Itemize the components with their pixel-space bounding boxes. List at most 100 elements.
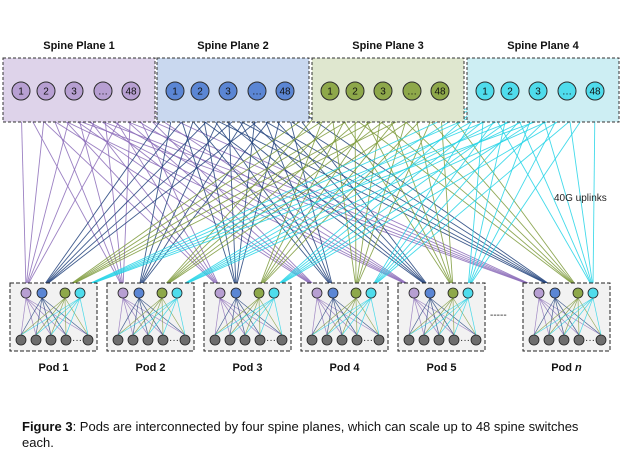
leaf-switch xyxy=(549,287,561,299)
server-node xyxy=(373,334,385,346)
spine-switch: 48 xyxy=(430,81,450,101)
figure-caption: Figure 3: Pods are interconnected by fou… xyxy=(22,419,582,451)
pod-link xyxy=(429,297,440,336)
server-node xyxy=(470,334,482,346)
uplink-line xyxy=(467,99,596,289)
pod-link xyxy=(122,297,164,336)
pod-link xyxy=(316,297,358,336)
spine-switch: … xyxy=(93,81,113,101)
pod-link xyxy=(35,297,43,336)
spine-switch: 1 xyxy=(475,81,495,101)
uplink-line xyxy=(199,99,556,289)
pod-link xyxy=(147,297,178,336)
server-ellipsis: ····· xyxy=(266,335,283,346)
pod-link xyxy=(332,297,380,336)
pod-link xyxy=(64,297,89,336)
uplink-line xyxy=(258,99,441,289)
pod-link xyxy=(311,297,357,336)
spine-switch-label: … xyxy=(98,87,108,98)
spine-switch-label: … xyxy=(252,87,262,98)
uplink-line xyxy=(176,99,511,289)
uplink-line xyxy=(176,99,486,289)
pod-link xyxy=(467,297,477,336)
pod-link xyxy=(563,297,594,336)
spine-switch-label: 1 xyxy=(482,87,488,98)
spine-switch-label: 2 xyxy=(43,87,49,98)
pod-link xyxy=(117,297,178,336)
spine-plane-3: Spine Plane 3 1 2 3 … 48 xyxy=(311,40,465,123)
pod-link xyxy=(117,297,124,336)
leaf-switch xyxy=(572,287,584,299)
pod-link xyxy=(423,297,431,336)
spine-switch-label: 2 xyxy=(197,87,203,98)
leaf-switch xyxy=(327,287,339,299)
uplink-line xyxy=(161,99,356,289)
server-node xyxy=(336,334,348,346)
uplink-line xyxy=(64,99,384,289)
server-ellipsis: ····· xyxy=(460,335,477,346)
spine-switch: … xyxy=(402,81,422,101)
uplink-line xyxy=(138,99,229,289)
uplink-line xyxy=(20,99,27,289)
pod-link xyxy=(214,297,237,336)
uplink-line xyxy=(41,99,229,289)
pod-link xyxy=(138,297,164,336)
uplink-line xyxy=(176,99,568,289)
spine-switch: 48 xyxy=(275,81,295,101)
uplink-line xyxy=(20,99,415,289)
spine-switch: 3 xyxy=(528,81,548,101)
uplink-line xyxy=(439,99,454,289)
pod-link xyxy=(533,297,556,336)
server-node xyxy=(543,334,555,346)
pod-link xyxy=(538,297,602,336)
uplink-line xyxy=(382,99,454,289)
uplink-line xyxy=(161,99,413,289)
uplink-line xyxy=(176,99,596,289)
pod-link xyxy=(122,297,186,336)
leaf-switch xyxy=(253,287,265,299)
server-node xyxy=(127,334,139,346)
pod-link xyxy=(554,297,602,336)
pod-1: ····· Pod 1 xyxy=(9,282,98,374)
uplink-line xyxy=(45,99,415,289)
uplink-line xyxy=(73,99,124,289)
pod-3: ····· Pod 3 xyxy=(203,282,292,374)
uplink-line xyxy=(370,99,568,289)
uplink-line xyxy=(25,99,47,289)
spine-switch-label: 3 xyxy=(71,87,77,98)
uplink-line xyxy=(25,99,132,289)
pod-label: Pod n xyxy=(551,362,582,374)
pod-link xyxy=(117,297,163,336)
uplink-line xyxy=(411,99,579,289)
spine-switch: 1 xyxy=(165,81,185,101)
uplink-line xyxy=(354,99,454,289)
uplink-line xyxy=(592,99,596,289)
uplink-line xyxy=(370,99,486,289)
pod-link xyxy=(138,297,186,336)
pod-link xyxy=(20,297,66,336)
uplink-line xyxy=(174,99,237,289)
pod-link xyxy=(162,297,178,336)
pod-link xyxy=(117,297,140,336)
pod-link xyxy=(538,297,565,336)
pod-link xyxy=(41,297,89,336)
uplink-line xyxy=(138,99,286,289)
leaf-switch xyxy=(156,287,168,299)
uplink-line xyxy=(45,99,124,289)
pod-link xyxy=(235,297,246,336)
spine-switch: 3 xyxy=(218,81,238,101)
pod-link xyxy=(25,297,37,336)
spine-switch-label: 1 xyxy=(327,87,333,98)
spine-switch-label: 48 xyxy=(279,87,291,98)
uplink-line xyxy=(566,99,594,289)
pod-link xyxy=(41,297,52,336)
pod-link xyxy=(316,297,380,336)
uplink-line xyxy=(258,99,413,289)
server-node xyxy=(558,334,570,346)
spine-switch: 2 xyxy=(345,81,365,101)
server-node xyxy=(448,334,460,346)
pod-link xyxy=(429,297,455,336)
uplink-line xyxy=(174,99,334,289)
pod-link xyxy=(332,297,343,336)
